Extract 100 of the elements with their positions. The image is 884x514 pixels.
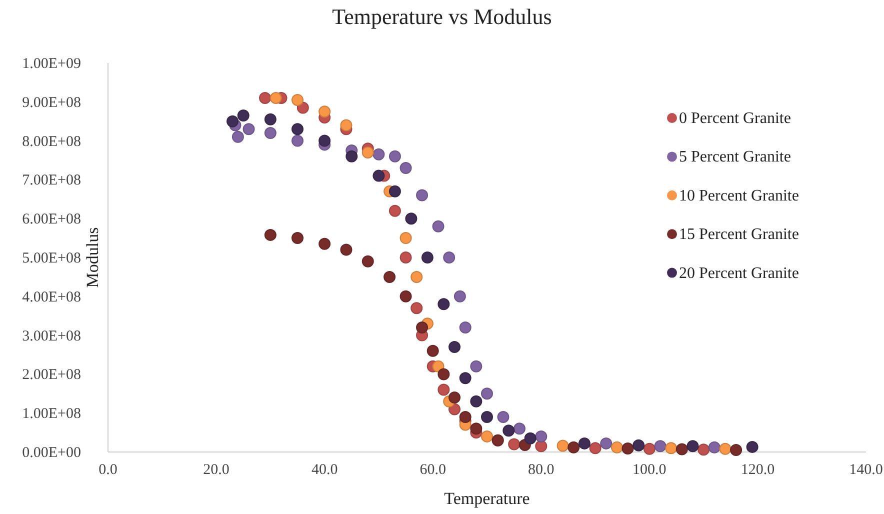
point (416, 189, 428, 202)
point (459, 410, 472, 423)
x-tick-label: 0.0 (98, 462, 118, 478)
point (226, 115, 239, 128)
point (438, 298, 450, 310)
x-tick-label: 80.0 (528, 462, 554, 478)
point (438, 368, 450, 380)
point (622, 442, 634, 454)
y-tick-label: 2.00E+08 (22, 367, 81, 384)
point (443, 252, 456, 264)
point (432, 220, 444, 232)
point (600, 437, 612, 450)
point (416, 322, 428, 334)
point (508, 438, 520, 450)
y-tick-label: 1.00E+08 (22, 406, 81, 422)
point (372, 148, 385, 160)
point (535, 430, 548, 442)
point (426, 344, 439, 357)
y-axis-title: Modulus (83, 227, 102, 288)
point (292, 134, 304, 147)
point (665, 442, 678, 454)
point (589, 442, 602, 454)
point (654, 440, 666, 452)
chart-title: Temperature vs Modulus (332, 4, 552, 29)
point (698, 444, 710, 456)
point (346, 150, 358, 162)
point (318, 106, 331, 118)
y-tick-label: 7.00E+08 (22, 172, 81, 189)
point (568, 441, 580, 454)
point (292, 232, 304, 244)
point (318, 238, 331, 250)
point (535, 440, 548, 452)
y-tick-label: 0.00E+00 (22, 445, 81, 461)
point (513, 422, 526, 435)
point (259, 92, 272, 104)
point (270, 92, 282, 104)
point (388, 150, 401, 162)
legend-label: 15 Percent Granite (679, 226, 799, 244)
point (448, 340, 461, 353)
point (232, 130, 244, 143)
point (410, 270, 423, 283)
point (454, 290, 466, 302)
point (410, 302, 423, 314)
point (384, 270, 396, 283)
x-tick-label: 100.0 (632, 462, 666, 478)
point (448, 392, 461, 404)
point (686, 440, 699, 452)
y-tick-label: 6.00E+08 (22, 212, 81, 228)
point (340, 119, 352, 132)
x-tick-label: 60.0 (420, 462, 446, 478)
point (459, 372, 472, 384)
point (264, 228, 276, 241)
point (400, 232, 412, 244)
point (459, 322, 472, 334)
point (340, 244, 352, 256)
point (497, 410, 510, 423)
point (632, 439, 645, 452)
point (405, 212, 418, 225)
point (470, 395, 482, 408)
point (264, 113, 276, 126)
point (237, 110, 250, 122)
y-tick-label: 3.00E+08 (22, 328, 81, 344)
point (438, 384, 450, 396)
point (400, 252, 412, 264)
point (292, 123, 304, 136)
point (318, 134, 331, 147)
point (388, 204, 401, 217)
point (372, 170, 385, 182)
point (264, 127, 276, 140)
point (481, 410, 493, 423)
point (746, 440, 758, 453)
y-tick-label: 9.00E+08 (22, 94, 81, 111)
point (362, 255, 374, 268)
x-axis-title: Temperature (444, 489, 530, 508)
legend-label: 20 Percent Granite (679, 264, 799, 282)
point (470, 360, 482, 372)
x-tick-label: 20.0 (203, 462, 230, 478)
point (578, 437, 590, 450)
point (292, 94, 304, 106)
point (643, 442, 656, 455)
y-tick-label: 4.00E+08 (22, 289, 81, 306)
point (719, 442, 732, 455)
point (610, 441, 623, 454)
point (502, 424, 515, 437)
point (421, 252, 434, 264)
point (524, 432, 536, 444)
point (242, 123, 255, 136)
legend-label: 5 Percent Granite (679, 148, 791, 166)
legend-label: 10 Percent Granite (679, 187, 799, 204)
point (676, 443, 688, 456)
point (400, 162, 412, 174)
point (708, 441, 720, 454)
y-tick-label: 1.00E+09 (22, 56, 81, 72)
point (400, 290, 412, 302)
point (730, 444, 742, 456)
point (481, 388, 493, 400)
y-tick-label: 5.00E+08 (22, 250, 81, 266)
x-tick-label: 120.0 (740, 462, 775, 478)
x-tick-label: 140.0 (849, 462, 883, 478)
x-tick-label: 40.0 (311, 462, 338, 478)
